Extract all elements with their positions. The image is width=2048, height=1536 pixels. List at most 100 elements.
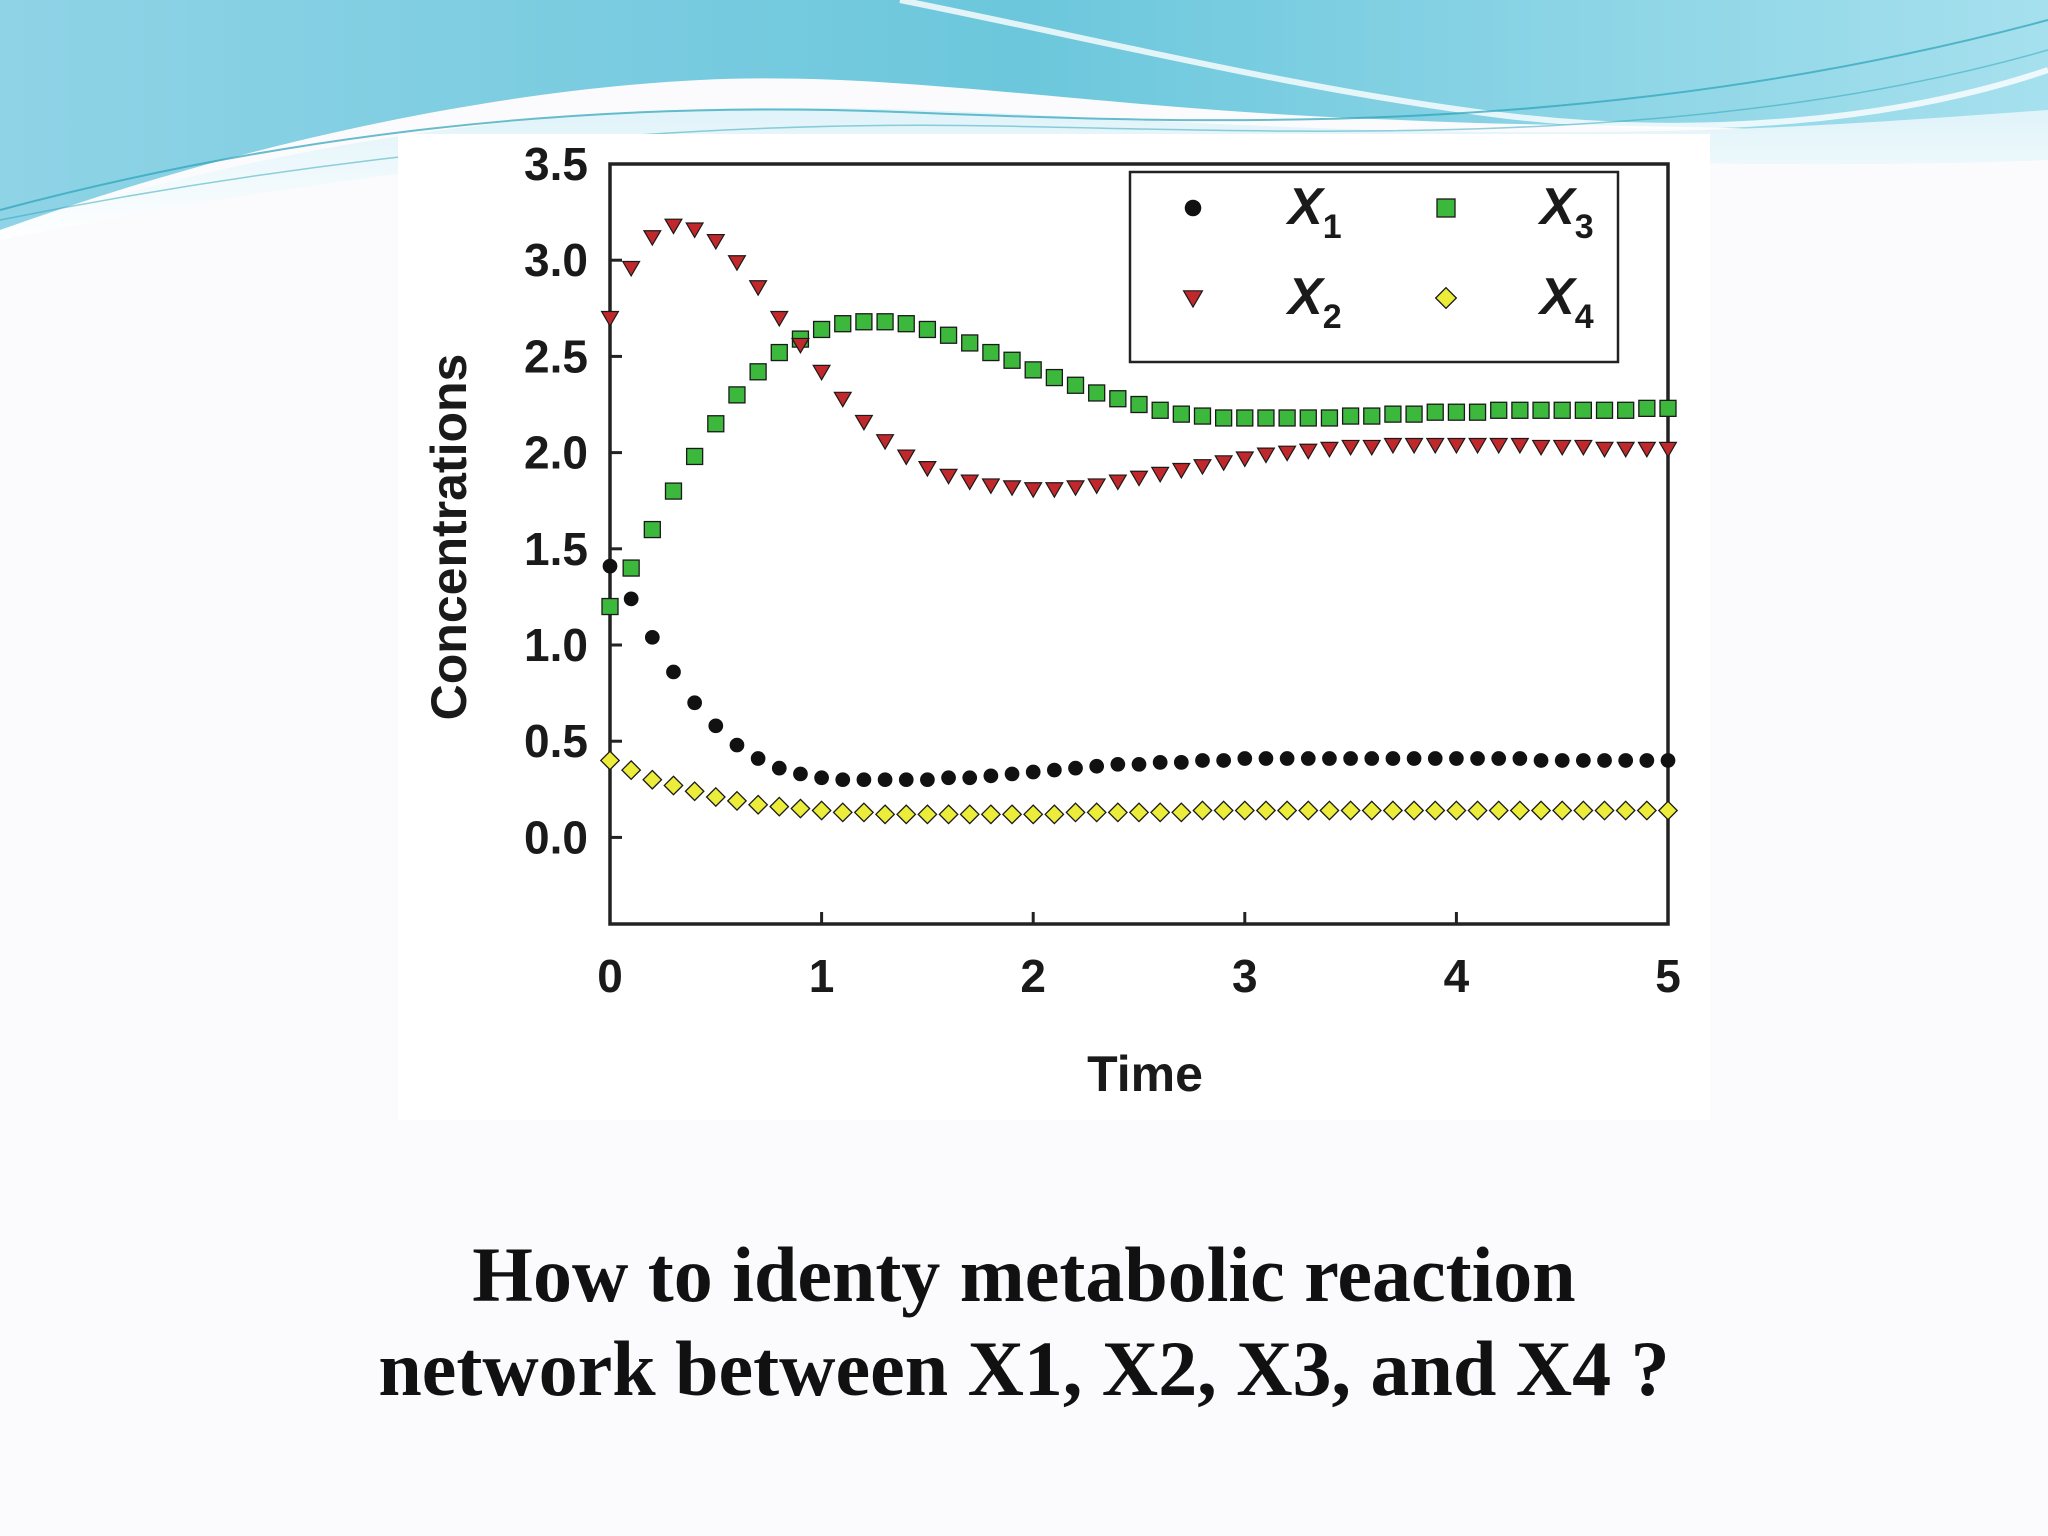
data-point-x2 [833,391,853,408]
data-point-x3 [1426,403,1444,421]
data-point-x3 [1384,405,1402,423]
data-point-x4 [832,802,853,823]
data-point-x2 [1023,482,1043,499]
data-point-x3 [1659,399,1677,418]
data-point-x3 [1193,407,1212,425]
data-point-x2 [1277,445,1297,462]
data-point-x3 [1024,361,1042,379]
data-point-x2 [1087,478,1107,495]
data-point-x1 [877,772,893,788]
data-point-x1 [793,766,808,782]
data-point-x2 [748,280,768,297]
data-point-x1 [1406,751,1422,766]
data-point-x1 [1089,758,1105,774]
caption-line-2: network between X1, X2, X3, and X4 ? [378,1325,1670,1412]
y-axis-label: Concentrations [421,354,477,721]
plot-frame [608,162,1670,926]
data-point-x2 [1235,451,1255,468]
data-point-x1 [856,772,872,788]
data-point-x2 [1658,441,1678,458]
data-point-x2 [1573,439,1593,457]
data-point-x2 [854,414,874,432]
data-point-x1 [1216,753,1231,768]
y-tick-label: 0.5 [524,715,588,767]
data-point-x2 [1637,441,1657,458]
data-point-x2 [812,364,832,381]
x-tick-label: 5 [1655,950,1681,1002]
data-point-x1 [1258,751,1274,766]
data-point-x2 [875,434,895,451]
x-tick-label: 1 [809,950,835,1002]
data-point-x4 [1277,800,1298,821]
data-point-x4 [853,802,875,823]
data-point-x3 [1003,351,1021,369]
chart-panel: 0 1 2 3 4 5 0.0 0.5 1.0 1.5 2.0 2.5 3.0 3.5 X1 X2 X3 X4 … [398,134,1710,1120]
series-x3 [601,313,1677,616]
data-point-x3 [1532,401,1550,419]
data-point-x3 [1130,395,1148,414]
data-point-x4 [1319,800,1340,821]
data-point-x4 [1340,800,1361,821]
data-point-x3 [982,343,1000,362]
data-point-x3 [1617,401,1635,419]
data-point-x3 [1172,405,1190,423]
data-point-x2 [1531,439,1551,457]
legend-label-x4: X4 [1537,268,1594,336]
data-point-x2 [917,461,937,478]
data-point-x3 [1341,407,1360,425]
axes: 0 1 2 3 4 5 0.0 0.5 1.0 1.5 2.0 2.5 3.0 3.5 [524,138,1681,1002]
data-point-x3 [1151,401,1169,419]
data-point-x3 [1320,409,1339,427]
data-point-x4 [1488,800,1509,821]
data-point-x4 [1234,800,1255,821]
data-point-x2 [727,255,747,272]
data-point-x2 [981,478,1001,495]
data-point-x3 [1214,409,1233,427]
data-point-x1 [1025,764,1041,780]
data-point-x3 [1066,376,1085,394]
data-point-x2 [1616,441,1636,458]
series-x4 [599,750,1679,825]
data-point-x3 [918,320,937,339]
data-point-x4 [1023,804,1044,825]
data-point-x3 [728,386,746,404]
data-point-x2 [1595,441,1614,458]
data-point-x4 [1213,800,1234,821]
data-point-x3 [1109,390,1127,408]
data-point-x2 [1510,437,1530,455]
data-point-x1 [1110,756,1126,772]
data-point-x2 [1489,437,1509,455]
data-point-x2 [790,337,810,355]
data-point-x4 [748,794,769,815]
data-point-x2 [1341,439,1361,457]
data-point-x4 [1150,802,1171,823]
data-point-x1 [1131,756,1147,772]
data-point-x4 [663,775,684,796]
data-point-x4 [1065,802,1086,823]
series-x2 [600,218,1678,499]
data-point-x3 [1447,403,1466,421]
x-tick-label: 3 [1232,950,1258,1002]
data-point-x2 [960,474,980,491]
data-point-x1 [750,751,766,766]
data-point-x3 [1574,401,1593,419]
data-point-x3 [1468,403,1487,421]
data-point-x1 [1470,751,1485,766]
data-point-x3 [876,313,894,331]
x-axis-label: Time [1087,1046,1203,1102]
series-x1 [602,558,1676,788]
data-point-x1 [983,768,999,784]
data-point-x1 [1385,751,1401,766]
data-point-x3 [1088,384,1106,402]
data-point-x3 [1278,409,1296,427]
data-point-x2 [1044,482,1064,499]
legend-marker-x2 [1182,290,1204,309]
caption-line-1: How to identy metabolic reaction [472,1231,1576,1318]
data-point-x1 [1300,751,1316,766]
data-point-x2 [1552,439,1572,457]
data-point-x3 [685,447,704,466]
data-point-x1 [1279,751,1295,766]
data-point-x1 [1047,762,1062,778]
data-point-x1 [1322,751,1337,766]
